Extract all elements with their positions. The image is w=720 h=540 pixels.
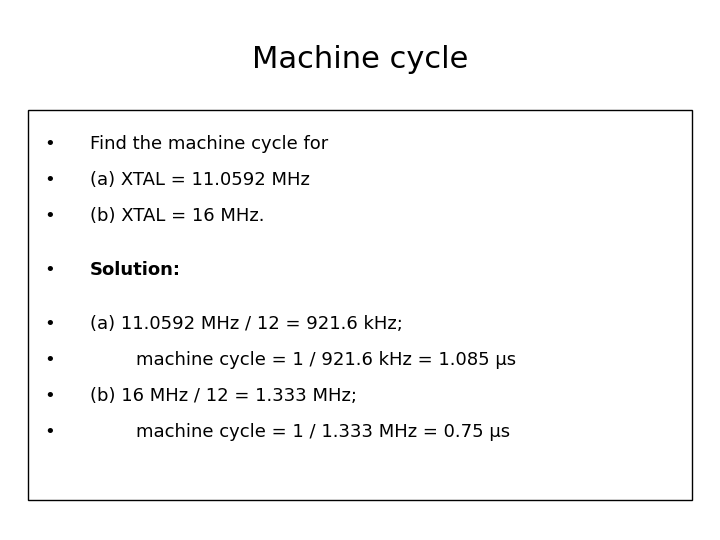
Text: (a) 11.0592 MHz / 12 = 921.6 kHz;: (a) 11.0592 MHz / 12 = 921.6 kHz;	[90, 315, 403, 333]
Text: (b) 16 MHz / 12 = 1.333 MHz;: (b) 16 MHz / 12 = 1.333 MHz;	[90, 387, 357, 405]
Text: machine cycle = 1 / 1.333 MHz = 0.75 μs: machine cycle = 1 / 1.333 MHz = 0.75 μs	[90, 423, 510, 441]
Text: •: •	[45, 423, 55, 441]
Text: •: •	[45, 135, 55, 153]
Text: (b) XTAL = 16 MHz.: (b) XTAL = 16 MHz.	[90, 207, 264, 225]
Text: •: •	[45, 351, 55, 369]
Text: Solution:: Solution:	[90, 261, 181, 279]
Bar	[28, 110, 692, 500]
Text: •: •	[45, 207, 55, 225]
Text: •: •	[45, 261, 55, 279]
Text: Find the machine cycle for: Find the machine cycle for	[90, 135, 328, 153]
Text: Machine cycle: Machine cycle	[252, 45, 468, 74]
Text: machine cycle = 1 / 921.6 kHz = 1.085 μs: machine cycle = 1 / 921.6 kHz = 1.085 μs	[90, 351, 516, 369]
Text: •: •	[45, 171, 55, 189]
Text: •: •	[45, 315, 55, 333]
Text: (a) XTAL = 11.0592 MHz: (a) XTAL = 11.0592 MHz	[90, 171, 310, 189]
Text: •: •	[45, 387, 55, 405]
